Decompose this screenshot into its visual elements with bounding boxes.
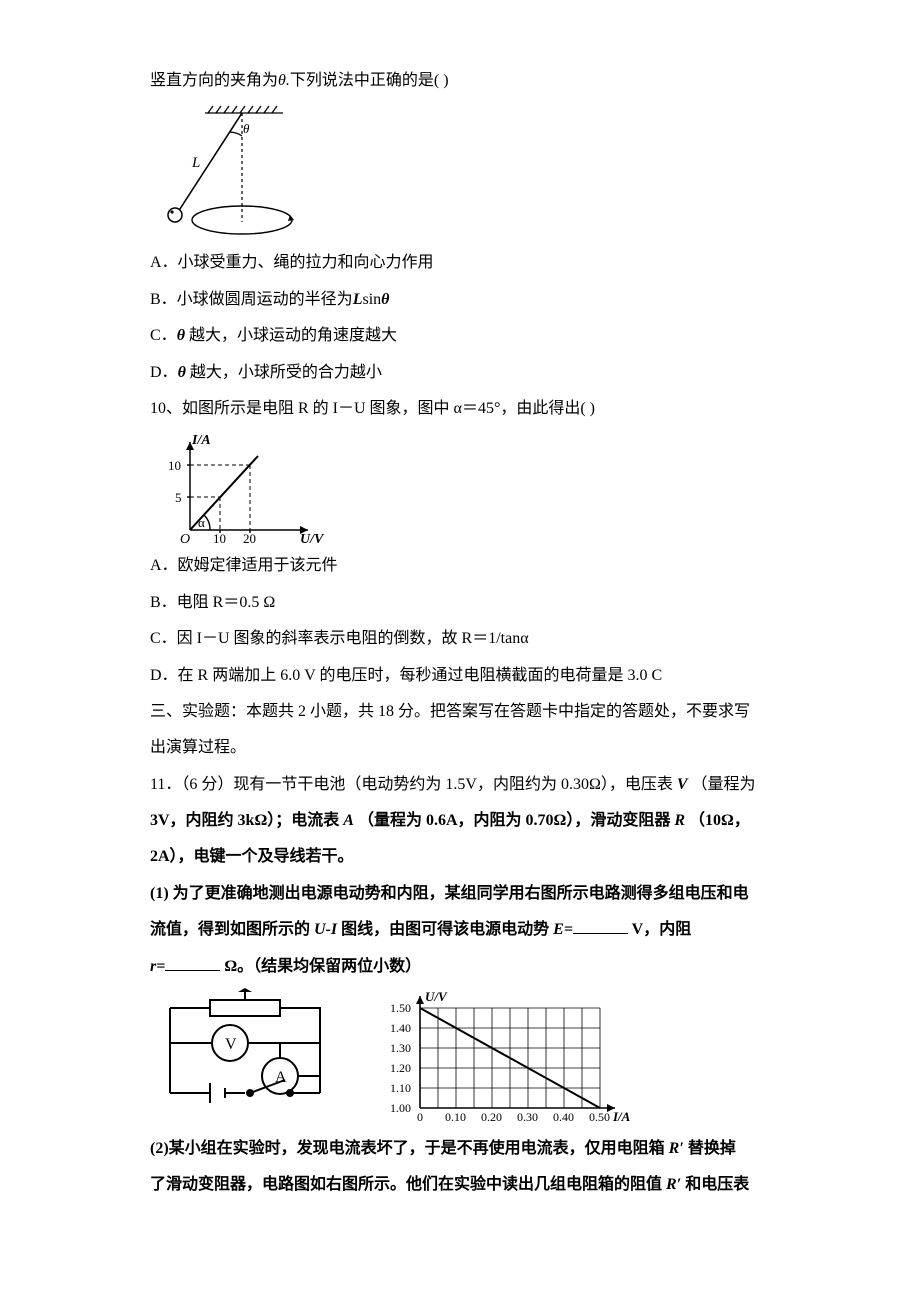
q10-option-B: B．电阻 R＝0.5 Ω <box>150 588 790 618</box>
q11-1b-E: E= <box>553 921 573 938</box>
ui-x0: 0 <box>417 1110 423 1124</box>
theta-var: θ. <box>278 72 290 89</box>
q9-option-C-post: 越大，小球运动的角速度越大 <box>185 327 397 344</box>
q10-option-C: C．因 I－U 图象的斜率表示电阻的倒数，故 R＝1/tanα <box>150 624 790 654</box>
ui-y2: 1.20 <box>390 1061 411 1075</box>
iu-y5: 5 <box>175 490 182 505</box>
section3-line1: 三、实验题：本题共 2 小题，共 18 分。把答案写在答题卡中指定的答题处，不要… <box>150 697 790 727</box>
q9-C-theta: θ <box>177 327 185 344</box>
q9-continuation-pre: 竖直方向的夹角为 <box>150 72 278 89</box>
iu-graph-figure: I/A U/V 10 5 O 10 20 α <box>150 430 790 545</box>
voltmeter-label: V <box>225 1036 237 1053</box>
q9-option-C-pre: C． <box>150 327 177 344</box>
q9-D-theta: θ <box>178 364 186 381</box>
q11-b-tail: （10Ω， <box>689 812 750 829</box>
iu-x10: 10 <box>213 531 226 545</box>
ui-x2: 0.20 <box>481 1110 502 1124</box>
pendulum-figure: L θ <box>150 102 790 242</box>
q11-1b-unitV: V，内阻 <box>632 921 692 938</box>
ui-x4: 0.40 <box>553 1110 574 1124</box>
blank-E <box>573 917 628 934</box>
q11-b-A: A <box>343 812 354 829</box>
circuit-figure: V A <box>150 988 340 1113</box>
ui-x5: 0.50 <box>589 1110 610 1124</box>
q11-b-R: R <box>674 812 685 829</box>
ui-graph-figure: U/V I/A 1.00 1.10 1.20 1.30 1.40 1.50 0 … <box>370 988 640 1128</box>
q11-c: 2A），电键一个及导线若干。 <box>150 842 790 872</box>
q9-B-sin: sin <box>362 291 381 308</box>
q11-a-V: V <box>677 776 688 793</box>
pendulum-theta-label: θ <box>243 121 250 136</box>
q9-continuation-tail: 下列说法中正确的是( ) <box>290 72 449 89</box>
q11-2b-R: R′ <box>666 1176 681 1193</box>
q10-stem: 10、如图所示是电阻 R 的 I－U 图象，图中 α＝45°，由此得出( ) <box>150 394 790 424</box>
ui-ylabel: U/V <box>425 989 448 1004</box>
iu-origin: O <box>180 532 190 545</box>
q11-2b-pre: 了滑动变阻器，电路图如右图所示。他们在实验中读出几组电阻箱的阻值 <box>150 1176 662 1193</box>
q11-1c-unit: Ω。（结果均保留两位小数） <box>224 958 421 975</box>
ui-x1: 0.10 <box>445 1110 466 1124</box>
q11-2a-pre: (2)某小组在实验时，发现电流表坏了，于是不再使用电流表，仅用电阻箱 <box>150 1140 665 1157</box>
q9-option-B-pre: B．小球做圆周运动的半径为 <box>150 291 353 308</box>
q9-option-D-post: 越大，小球所受的合力越小 <box>186 364 382 381</box>
section3-line2: 出演算过程。 <box>150 733 790 763</box>
q11-1a: (1) 为了更准确地测出电源电动势和内阻，某组同学用右图所示电路测得多组电压和电 <box>150 879 790 909</box>
q11-b: 3V，内阻约 3kΩ）；电流表 <box>150 812 339 829</box>
q9-B-theta: θ <box>381 291 389 308</box>
q10-option-A: A．欧姆定律适用于该元件 <box>150 551 790 581</box>
q11-1b-pre: 流值，得到如图所示的 <box>150 921 310 938</box>
ui-y1: 1.10 <box>390 1081 411 1095</box>
q9-option-D-pre: D． <box>150 364 178 381</box>
blank-r <box>165 954 220 971</box>
iu-alpha: α <box>198 515 205 530</box>
pendulum-L-label: L <box>191 155 200 171</box>
iu-y10: 10 <box>168 458 181 473</box>
ui-y3: 1.30 <box>390 1041 411 1055</box>
q11-1c-r: r= <box>150 958 165 975</box>
q11-2a-post: 替换掉 <box>688 1140 736 1157</box>
iu-xlabel: U/V <box>300 532 325 545</box>
ui-y5: 1.50 <box>390 1001 411 1015</box>
q11-1b-mid: 图线，由图可得该电源电动势 <box>341 921 549 938</box>
q11-b-mid: （量程为 0.6A，内阻为 0.70Ω），滑动变阻器 <box>358 812 670 829</box>
iu-ylabel: I/A <box>191 433 211 448</box>
q11-1b-UI: U-I <box>314 921 337 938</box>
iu-x20: 20 <box>243 531 256 545</box>
q11-a-tail: （量程为 <box>692 776 756 793</box>
ammeter-label: A <box>275 1069 287 1086</box>
q11-2b-post: 和电压表 <box>685 1176 749 1193</box>
ui-y4: 1.40 <box>390 1021 411 1035</box>
q9-B-L: L <box>353 291 363 308</box>
ui-x3: 0.30 <box>517 1110 538 1124</box>
q11-a: 11．（6 分）现有一节干电池（电动势约为 1.5V，内阻约为 0.30Ω），电… <box>150 776 673 793</box>
ui-xlabel: I/A <box>612 1109 631 1124</box>
ui-y0: 1.00 <box>390 1101 411 1115</box>
q10-option-D: D．在 R 两端加上 6.0 V 的电压时，每秒通过电阻横截面的电荷量是 3.0… <box>150 661 790 691</box>
q11-2a-R: R′ <box>669 1140 684 1157</box>
q9-option-A: A．小球受重力、绳的拉力和向心力作用 <box>150 248 790 278</box>
